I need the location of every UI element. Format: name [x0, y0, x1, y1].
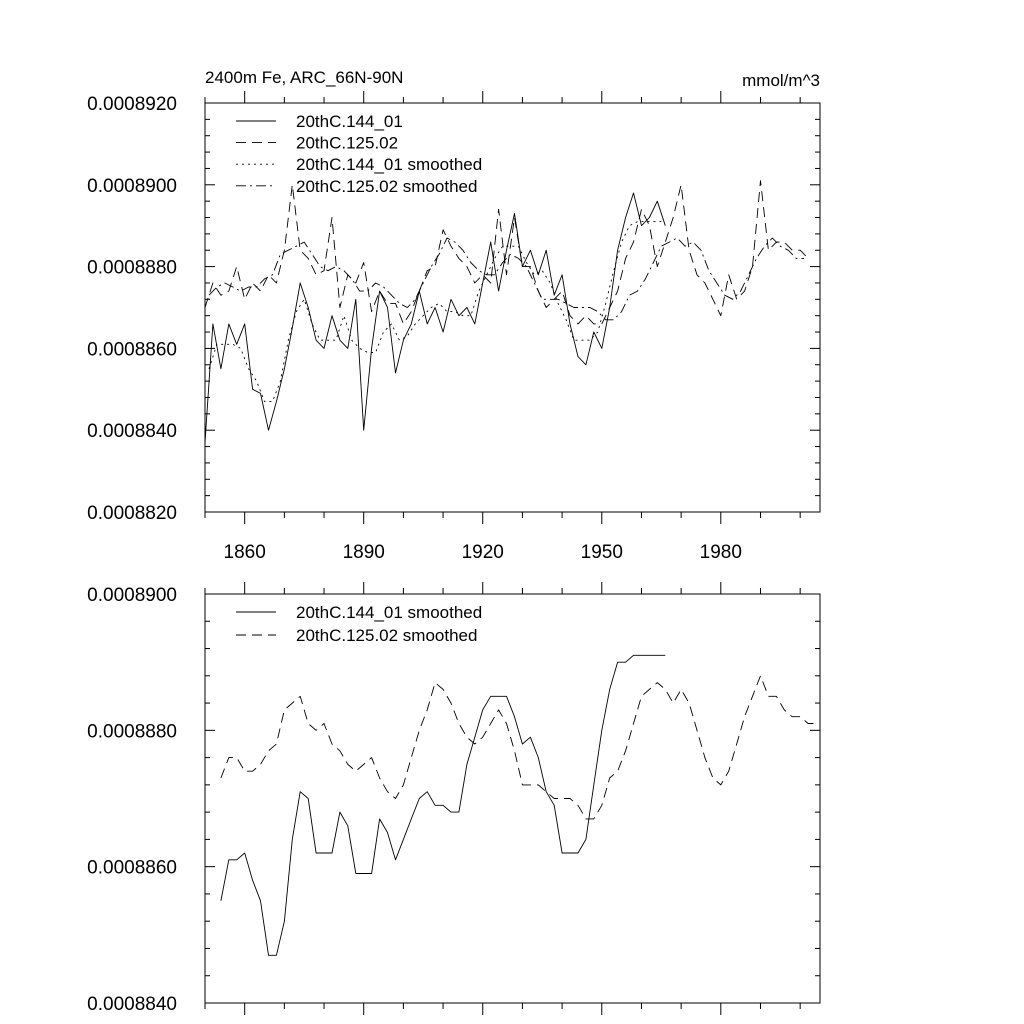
units-label: mmol/m^3	[742, 71, 820, 90]
top-panel: 2400m Fe, ARC_66N-90N mmol/m^3 0.0008820…	[87, 68, 821, 563]
legend-label: 20thC.125.02 smoothed	[296, 626, 477, 645]
series-line	[220, 675, 816, 820]
legend-label: 20thC.144_01 smoothed	[296, 155, 482, 174]
legend-label: 20thC.144_01 smoothed	[296, 603, 482, 622]
x-tick-label: 1980	[700, 542, 742, 563]
legend-label: 20thC.125.02 smoothed	[296, 177, 477, 196]
y-tick-label: 0.0008840	[87, 421, 177, 442]
legend-label: 20thC.144_01	[296, 112, 403, 131]
y-tick-label: 0.0008820	[87, 503, 177, 524]
y-tick-label: 0.0008900	[87, 585, 177, 606]
series-line	[220, 654, 666, 956]
series-line	[204, 192, 666, 443]
series-line	[204, 180, 809, 325]
x-tick-label: 1890	[343, 542, 385, 563]
y-tick-label: 0.0008880	[87, 721, 177, 742]
x-tick-label: 1950	[581, 542, 623, 563]
y-tick-label: 0.0008880	[87, 258, 177, 279]
plot-frame	[204, 593, 821, 1004]
series-line	[208, 237, 805, 321]
y-tick-label: 0.0008920	[87, 94, 177, 115]
legend-label: 20thC.125.02	[296, 134, 398, 153]
y-tick-label: 0.0008840	[87, 994, 177, 1015]
y-tick-label: 0.0008860	[87, 858, 177, 879]
x-tick-label: 1920	[462, 542, 504, 563]
chart-title: 2400m Fe, ARC_66N-90N	[205, 68, 403, 87]
x-tick-label: 1860	[224, 542, 266, 563]
bottom-panel: 0.0008840 0.0008860 0.0008880 0.0008900 20th…	[87, 582, 821, 1015]
y-tick-label: 0.0008900	[87, 176, 177, 197]
y-tick-label: 0.0008860	[87, 339, 177, 360]
